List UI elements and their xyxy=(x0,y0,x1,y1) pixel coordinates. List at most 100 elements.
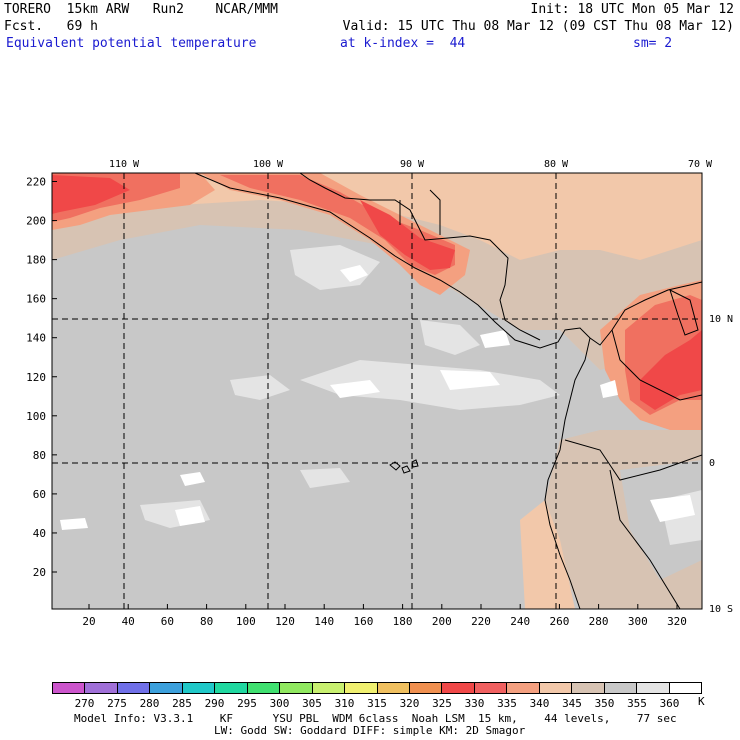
light-grey-patch-4 xyxy=(420,320,480,355)
colorbar-swatch xyxy=(53,683,86,693)
white-patch-9 xyxy=(650,495,695,522)
y-tick-label: 120 xyxy=(26,371,46,384)
x-tick-label: 260 xyxy=(549,615,569,628)
colorbar-level-label: 355 xyxy=(627,697,647,710)
graticule xyxy=(52,173,702,609)
colorbar-level-label: 310 xyxy=(334,697,355,710)
red-nw xyxy=(52,175,130,214)
white-patch-1 xyxy=(340,265,368,282)
colorbar-level-label: 280 xyxy=(139,697,160,710)
field-name: Equivalent potential temperature xyxy=(6,36,257,51)
x-tick-labels: 20 40 60 80 100 120 140 160 180 200 220 240 260 280 30… xyxy=(82,615,687,628)
y-tick-label: 100 xyxy=(26,410,46,423)
colorbar-swatch xyxy=(345,683,378,693)
y-tick-label: 180 xyxy=(26,254,46,267)
salmon-central-america xyxy=(200,173,470,295)
y-tick-label: 140 xyxy=(26,332,46,345)
y-tick-label: 160 xyxy=(26,293,46,306)
colorbar-level-label: 350 xyxy=(594,697,615,710)
colorbar-swatch xyxy=(409,683,443,693)
x-tick-label: 140 xyxy=(314,615,334,628)
y-tick-label: 200 xyxy=(26,215,46,228)
lon-label: 80 W xyxy=(544,159,569,170)
axis-ticks xyxy=(52,181,678,609)
colorbar-level-label: 345 xyxy=(562,697,582,710)
colorbar-swatch xyxy=(85,683,118,693)
peru-brazil-border xyxy=(609,469,681,609)
lon-label: 110 W xyxy=(109,159,140,170)
colorbar-swatch xyxy=(312,683,346,693)
lon-label: 70 W xyxy=(688,159,713,170)
x-tick-label: 60 xyxy=(161,615,174,628)
colorbar-level-label: 300 xyxy=(269,697,290,710)
colorbar-level-label: 315 xyxy=(367,697,387,710)
lon-label: 90 W xyxy=(400,159,425,170)
orange-red-central-america xyxy=(220,175,455,275)
central-america-pacific-coast xyxy=(194,173,702,349)
colorbar-level-label: 340 xyxy=(529,697,550,710)
colorbar-level-label: 360 xyxy=(659,697,680,710)
model-info: Model Info: V3.3.1 KF YSU PBL WDM 6class… xyxy=(74,712,677,725)
x-tick-label: 220 xyxy=(471,615,491,628)
x-tick-label: 40 xyxy=(122,615,135,628)
white-patch-4 xyxy=(175,506,205,526)
y-tick-label: 60 xyxy=(33,488,46,501)
white-patch-3 xyxy=(440,370,500,390)
coastlines xyxy=(194,173,702,609)
level-label: at k-index = 44 xyxy=(340,36,466,51)
map-frame xyxy=(51,172,703,610)
colorbar-swatch xyxy=(637,683,670,693)
y-tick-label: 80 xyxy=(33,449,46,462)
maracaibo-lake xyxy=(669,289,699,336)
colorbar-swatch xyxy=(507,683,540,693)
colorbar xyxy=(52,682,702,694)
white-patch-6 xyxy=(60,518,88,530)
x-tick-label: 300 xyxy=(628,615,648,628)
y-tick-label: 220 xyxy=(26,176,46,189)
red-colombia xyxy=(640,330,702,410)
colorbar-swatch xyxy=(117,683,151,693)
x-tick-label: 80 xyxy=(200,615,213,628)
white-patch-5 xyxy=(180,472,205,486)
colorbar-swatch xyxy=(669,683,702,693)
y-tick-labels: 20 40 60 80 100 120 140 160 180 200 220 xyxy=(26,176,46,580)
colorbar-level-label: 285 xyxy=(172,697,192,710)
forecast-hour: Fcst. 69 h xyxy=(4,19,98,34)
white-patch-7 xyxy=(480,330,510,348)
physics-info: LW: Godd SW: Goddard DIFF: simple KM: 2D… xyxy=(214,724,526,737)
x-tick-label: 280 xyxy=(589,615,609,628)
valid-time: Valid: 15 UTC Thu 08 Mar 12 (09 CST Thu … xyxy=(342,19,734,34)
colorbar-level-label: 295 xyxy=(237,697,257,710)
colorbar-level-label: 330 xyxy=(464,697,485,710)
lat-labels: 10 N 0 10 S xyxy=(709,314,733,615)
y-tick-label: 20 xyxy=(33,566,46,579)
light-grey-patch-3 xyxy=(230,375,290,400)
x-tick-label: 320 xyxy=(667,615,687,628)
colorbar-swatch xyxy=(539,683,573,693)
x-tick-label: 240 xyxy=(510,615,530,628)
colorbar-swatch xyxy=(572,683,605,693)
x-tick-label: 120 xyxy=(275,615,295,628)
y-tick-label: 40 xyxy=(33,527,46,540)
run-title: TORERO 15km ARW Run2 NCAR/MMM xyxy=(4,2,278,17)
colorbar-level-label: 275 xyxy=(107,697,127,710)
peach-band-north xyxy=(52,173,702,260)
colorbar-unit: K xyxy=(698,695,705,708)
colorbar-swatch xyxy=(474,683,508,693)
white-patch-2 xyxy=(330,380,380,398)
peach-peru-coast xyxy=(520,500,575,609)
colorbar-swatch xyxy=(247,683,281,693)
colorbar-level-label: 325 xyxy=(432,697,452,710)
colorbar-level-label: 305 xyxy=(302,697,322,710)
lat-label: 10 N xyxy=(709,314,733,325)
lat-label: 10 S xyxy=(709,604,733,615)
colorbar-level-label: 290 xyxy=(204,697,225,710)
x-tick-label: 200 xyxy=(432,615,452,628)
lon-labels: 110 W 100 W 90 W 80 W 70 W xyxy=(109,159,713,170)
central-america-caribbean-coast xyxy=(299,173,541,341)
colorbar-level-label: 320 xyxy=(399,697,420,710)
init-time: Init: 18 UTC Mon 05 Mar 12 xyxy=(530,2,735,17)
mexico-guatemala-border xyxy=(429,189,441,235)
x-tick-label: 180 xyxy=(393,615,413,628)
